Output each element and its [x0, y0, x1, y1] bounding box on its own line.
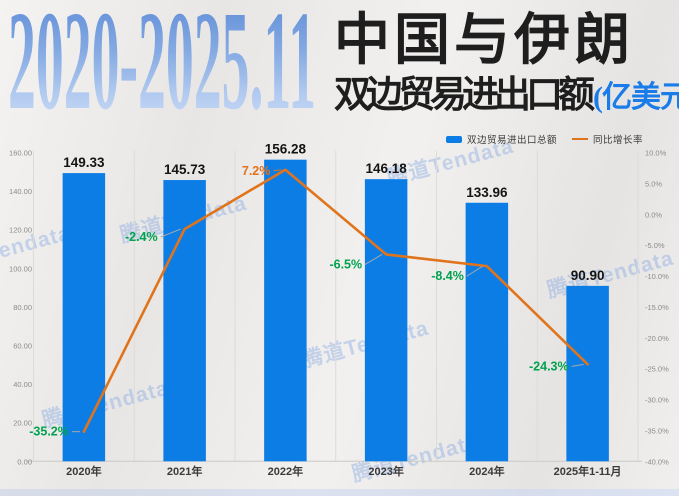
- label-leader-line: [273, 169, 282, 172]
- left-axis-tick: 120.00: [9, 226, 32, 235]
- period-title: 2020-2025.11: [8, 0, 316, 131]
- growth-rate-line: [82, 168, 589, 433]
- growth-rate-label: 7.2%: [242, 164, 271, 178]
- left-axis-tick: 80.00: [13, 303, 32, 312]
- left-axis-tick: 60.00: [13, 342, 32, 351]
- right-axis-tick: -25.0%: [645, 365, 669, 374]
- unit-label: (亿美元): [593, 81, 679, 114]
- right-axis-tick: -10.0%: [645, 272, 669, 281]
- bar-swatch-icon: [446, 135, 462, 143]
- bottom-accent-strip: [0, 489, 679, 496]
- growth-rate-label: -6.5%: [329, 257, 362, 271]
- right-axis-tick: -5.0%: [645, 241, 665, 250]
- bar-value-label: 156.28: [265, 142, 307, 157]
- bar-2020年: [62, 173, 106, 462]
- growth-rate-label: -2.4%: [125, 230, 158, 244]
- bar-2023年: [364, 179, 408, 462]
- growth-rate-label: -8.4%: [431, 269, 464, 283]
- legend-line-label: 同比增长率: [593, 135, 644, 146]
- right-axis-tick: -35.0%: [645, 426, 669, 435]
- left-axis-tick: 40.00: [13, 380, 32, 389]
- left-axis-tick: 0.00: [17, 457, 32, 466]
- main-title: 中国与伊朗: [334, 10, 634, 72]
- legend-item-line: 同比增长率: [572, 132, 643, 146]
- header: 2020-2025.11 中国与伊朗 双边贸易进出口额 (亿美元): [0, 0, 679, 131]
- bar-2022年: [264, 159, 307, 462]
- chart-legend: 双边贸易进出口总额 同比增长率: [446, 132, 643, 146]
- right-axis-tick: -40.0%: [645, 457, 669, 466]
- bar-value-label: 149.33: [63, 155, 105, 170]
- right-axis-tick: -15.0%: [645, 303, 669, 312]
- right-axis-tick: -20.0%: [645, 334, 669, 343]
- category-label: 2025年1-11月: [554, 464, 622, 478]
- right-axis-tick: -30.0%: [645, 396, 669, 405]
- bar-2021年: [163, 180, 206, 462]
- label-leader-line: [364, 253, 383, 265]
- legend-item-bar: 双边贸易进出口总额: [446, 132, 557, 146]
- category-label: 2023年: [368, 464, 403, 478]
- growth-rate-label: -24.3%: [529, 359, 569, 373]
- subtitle-row: 双边贸易进出口额 (亿美元): [334, 77, 679, 114]
- category-label: 2022年: [268, 464, 303, 478]
- growth-rate-label: -35.2%: [29, 425, 69, 439]
- right-axis-tick: 10.0%: [645, 149, 667, 158]
- label-leader-line: [160, 228, 181, 238]
- left-axis-tick: 20.00: [13, 419, 32, 428]
- bar-2024年: [465, 202, 509, 462]
- right-axis-tick: 0.0%: [645, 210, 662, 219]
- bar-value-label: 145.73: [164, 162, 206, 177]
- line-swatch-icon: [572, 138, 589, 140]
- label-leader-line: [571, 363, 584, 367]
- left-axis-tick: 160.00: [9, 149, 32, 158]
- right-axis-tick: 5.0%: [645, 179, 662, 188]
- category-label: 2024年: [469, 464, 504, 478]
- bar-value-label: 133.96: [466, 185, 508, 200]
- category-label: 2020年: [66, 464, 101, 478]
- bar-2025年1-11月: [566, 285, 609, 462]
- label-leader-line: [466, 265, 484, 277]
- legend-bar-label: 双边贸易进出口总额: [467, 135, 558, 146]
- bar-value-label: 90.90: [571, 268, 605, 283]
- subtitle: 双边贸易进出口额: [334, 75, 595, 116]
- left-axis-tick: 100.00: [9, 264, 32, 273]
- category-label: 2021年: [167, 464, 202, 478]
- bar-value-label: 146.18: [365, 161, 407, 176]
- left-axis-tick: 140.00: [9, 187, 32, 196]
